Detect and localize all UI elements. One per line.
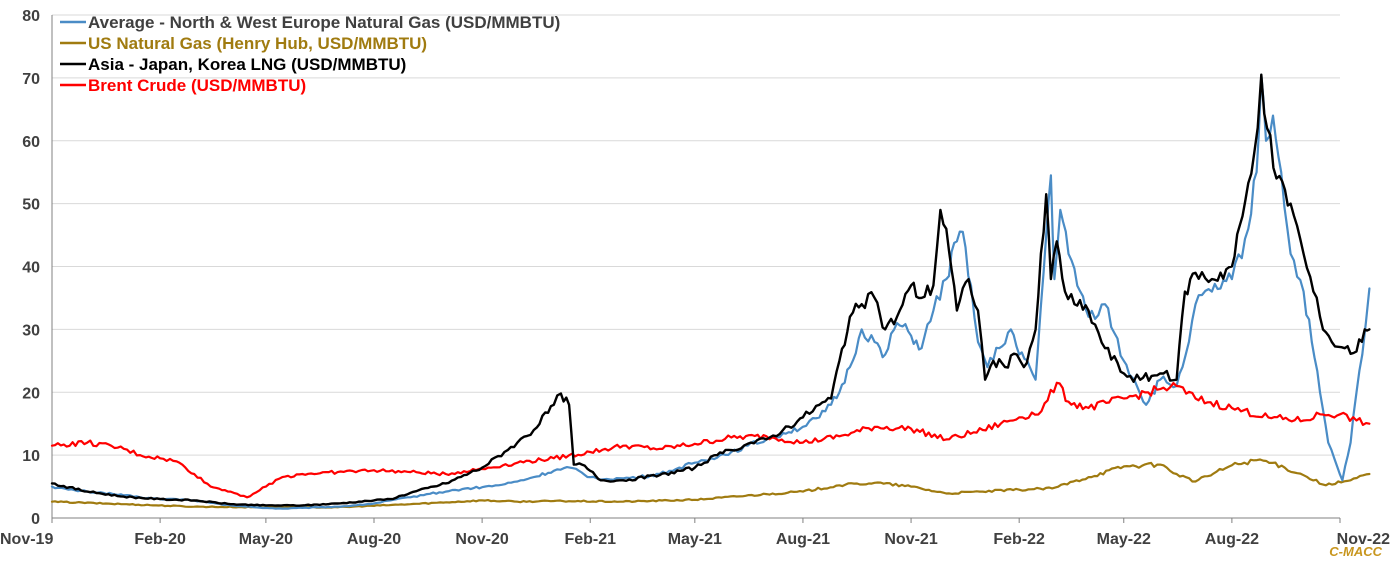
y-tick-label: 0: [31, 511, 40, 528]
x-tick-label: May-22: [1097, 531, 1151, 548]
grid-lines: [52, 14, 1340, 456]
y-tick-label: 10: [22, 448, 40, 465]
x-tick-label: Nov-21: [884, 531, 937, 548]
axes: [51, 15, 1340, 519]
y-tick-label: 60: [22, 134, 40, 151]
y-axis-ticks: 0 10 20 30 40 50 60 70 80: [22, 8, 40, 528]
y-tick-label: 80: [22, 8, 40, 25]
legend: Average - North & West Europe Natural Ga…: [60, 13, 560, 95]
x-tick-label: Nov-19: [0, 531, 53, 548]
y-tick-label: 70: [22, 71, 40, 88]
x-tick-label: May-20: [239, 531, 293, 548]
x-tick-label: Feb-21: [564, 531, 616, 548]
x-tick-label: Nov-22: [1337, 531, 1390, 548]
x-axis-ticks: Nov-19 Feb-20 May-20 Aug-20 Nov-20 Feb-21 May-…: [0, 518, 1390, 548]
y-tick-label: 30: [22, 322, 40, 339]
series-line-3: [50, 73, 1371, 507]
series-line-4: [50, 381, 1371, 499]
x-tick-label: Feb-22: [993, 531, 1045, 548]
series-line-2: [50, 458, 1371, 509]
x-tick-label: Nov-20: [455, 531, 508, 548]
legend-entry: Average - North & West Europe Natural Ga…: [88, 13, 560, 32]
y-tick-label: 40: [22, 260, 40, 277]
x-tick-label: May-21: [668, 531, 722, 548]
y-tick-label: 20: [22, 385, 40, 402]
legend-entry: US Natural Gas (Henry Hub, USD/MMBTU): [88, 34, 427, 53]
x-tick-label: Aug-22: [1205, 531, 1259, 548]
x-tick-label: Aug-20: [347, 531, 401, 548]
series-lines: [50, 73, 1371, 510]
legend-entry: Brent Crude (USD/MMBTU): [88, 76, 306, 95]
source-note: C-MACC: [1329, 544, 1382, 559]
legend-entry: Asia - Japan, Korea LNG (USD/MMBTU): [88, 55, 406, 74]
y-tick-label: 50: [22, 197, 40, 214]
x-tick-label: Feb-20: [134, 531, 186, 548]
x-tick-label: Aug-21: [776, 531, 830, 548]
